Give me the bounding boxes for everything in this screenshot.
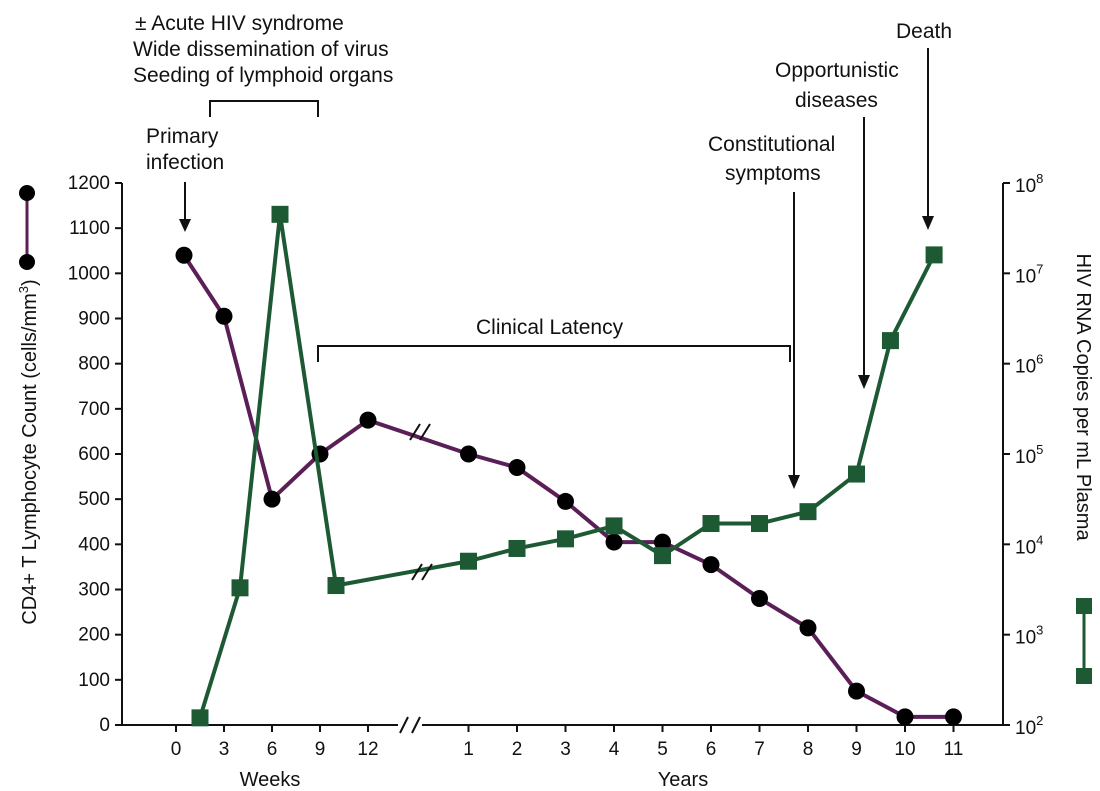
year-tick-label: 5: [657, 739, 668, 760]
death-label: Death: [896, 20, 952, 43]
cd4-point: [848, 682, 865, 700]
left-tick-label: 600: [78, 444, 110, 465]
rna-point: [191, 709, 209, 727]
cd4-point: [799, 619, 817, 637]
rna-point: [799, 503, 817, 521]
death-arrow: [922, 48, 934, 230]
primary-infection-label-2: infection: [146, 151, 224, 174]
year-tick-label: 11: [944, 739, 964, 760]
acute-syndrome-label: ± Acute HIV syndrome: [135, 12, 344, 35]
rna-line: [198, 212, 936, 719]
left-tick-label: 1200: [68, 173, 110, 194]
year-tick-label: 7: [754, 739, 765, 760]
year-tick-label: 10: [894, 739, 915, 760]
constitutional-symptoms-label-2: symptoms: [725, 162, 821, 185]
rna-point: [557, 530, 574, 548]
cd4-line-break: [409, 423, 431, 441]
left-tick-label: 700: [78, 399, 110, 420]
cd4-point: [945, 708, 962, 726]
cd4-point: [508, 459, 526, 477]
week-tick-label: 3: [219, 739, 230, 760]
seeding-label: Seeding of lymphoid organs: [133, 64, 393, 87]
year-tick-label: 8: [803, 739, 814, 760]
rna-point: [654, 547, 671, 565]
rna-point: [327, 577, 345, 595]
year-tick-label: 4: [609, 739, 620, 760]
year-tick-label: 2: [512, 739, 523, 760]
svg-text:CD4+ T Lymphocyte Count (cells: CD4+ T Lymphocyte Count (cells/mm3): [16, 279, 41, 624]
cd4-point: [654, 533, 671, 551]
primary-infection-label-1: Primary: [146, 125, 219, 148]
left-tick-label: 300: [78, 580, 110, 601]
year-tick-label: 1: [463, 739, 474, 760]
rna-legend-marker: [1076, 598, 1092, 684]
year-tick-label: 3: [560, 739, 571, 760]
rna-point: [231, 579, 249, 597]
rna-point: [751, 515, 768, 533]
cd4-point: [557, 492, 574, 510]
opportunistic-diseases-label-2: diseases: [795, 89, 878, 112]
cd4-point: [751, 590, 768, 608]
axes: 0100200300400500600700800900100011001200…: [68, 171, 1044, 760]
year-tick-label: 9: [851, 739, 862, 760]
cd4-point: [702, 556, 720, 574]
rna-point: [702, 515, 720, 533]
right-tick-label: 104: [1015, 532, 1043, 558]
x-axis-break: [399, 716, 421, 734]
cd4-point: [359, 411, 377, 429]
primary-infection-arrow: [179, 182, 191, 232]
right-axis-title: HIV RNA Copies per mL Plasma: [1072, 253, 1094, 541]
left-tick-label: 1000: [68, 263, 110, 284]
left-axis-title: CD4+ T Lymphocyte Count (cells/mm3): [16, 279, 41, 624]
rna-point: [848, 465, 865, 483]
left-tick-label: 800: [78, 354, 110, 375]
opportunistic-diseases-label-1: Opportunistic: [775, 59, 899, 82]
right-tick-label: 105: [1015, 442, 1043, 468]
cd4-point: [605, 533, 623, 551]
cd4-legend-marker: [19, 185, 35, 270]
week-tick-label: 12: [357, 739, 378, 760]
series-layer: [175, 205, 962, 727]
rna-point: [925, 246, 943, 264]
acute-phase-bracket: [209, 100, 319, 117]
left-tick-label: 900: [78, 309, 110, 330]
right-tick-label: 102: [1015, 713, 1043, 739]
years-axis-label: Years: [658, 769, 708, 791]
rna-point: [605, 517, 623, 535]
rna-point: [508, 539, 526, 557]
left-tick-label: 0: [99, 715, 110, 736]
cd4-point: [215, 307, 233, 325]
right-tick-label: 103: [1015, 623, 1043, 649]
right-tick-label: 108: [1015, 171, 1043, 197]
left-tick-label: 400: [78, 534, 110, 555]
rna-point: [881, 332, 899, 350]
constitutional-symptoms-label-1: Constitutional: [708, 133, 835, 156]
cd4-point: [263, 490, 281, 508]
cd4-point: [896, 708, 914, 726]
opportunistic-diseases-arrow: [858, 117, 870, 389]
clinical-latency-bracket: [317, 345, 791, 362]
year-tick-label: 6: [706, 739, 717, 760]
cd4-line: [182, 254, 954, 719]
cd4-point: [175, 246, 193, 264]
right-tick-label: 107: [1015, 261, 1043, 287]
constitutional-symptoms-arrow: [788, 192, 800, 489]
rna-point: [460, 552, 477, 570]
week-tick-label: 6: [267, 739, 278, 760]
cd4-point: [460, 445, 477, 463]
svg-text:HIV RNA Copies per mL Plasma: HIV RNA Copies per mL Plasma: [1072, 253, 1094, 541]
week-tick-label: 9: [315, 739, 326, 760]
dissemination-label: Wide dissemination of virus: [133, 38, 389, 61]
clinical-latency-label: Clinical Latency: [476, 316, 624, 339]
rna-point: [271, 205, 289, 223]
rna-line-break: [411, 563, 433, 581]
left-tick-label: 1100: [69, 218, 110, 239]
left-tick-label: 200: [78, 625, 110, 646]
week-tick-label: 0: [171, 739, 182, 760]
right-tick-label: 106: [1015, 352, 1043, 378]
weeks-axis-label: Weeks: [240, 769, 301, 791]
left-tick-label: 500: [78, 489, 110, 510]
left-tick-label: 100: [78, 670, 110, 691]
